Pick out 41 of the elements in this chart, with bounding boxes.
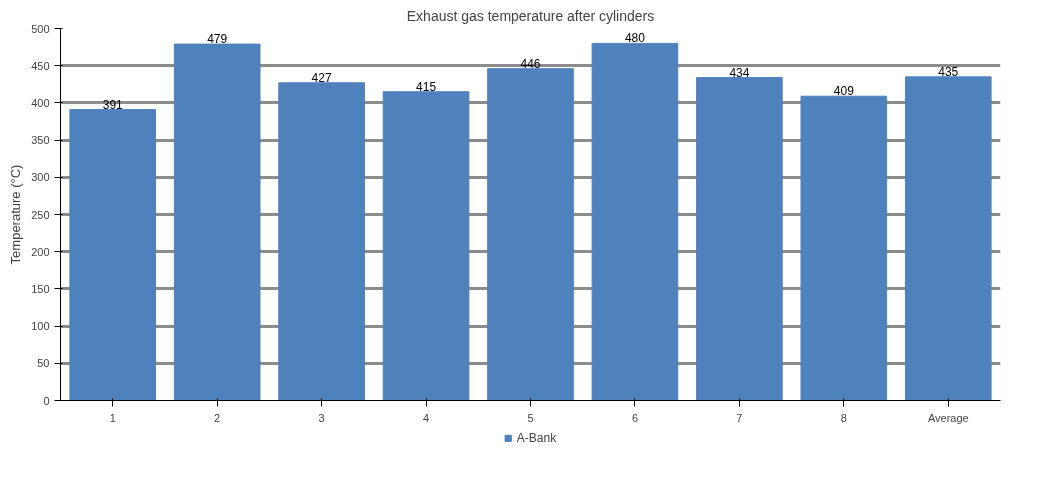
y-tick-label: 0	[43, 394, 50, 407]
y-tick-label: 100	[31, 320, 50, 333]
chart-title: Exhaust gas temperature after cylinders	[406, 7, 655, 24]
bar	[904, 76, 992, 401]
bar	[278, 82, 365, 401]
bar	[69, 109, 157, 401]
y-tick-label: 50	[37, 357, 50, 370]
x-tick-label: 4	[423, 411, 430, 424]
x-tick-label: 3	[318, 411, 325, 424]
y-axis-title: Temperature (°C)	[8, 164, 24, 265]
x-tick-label: 5	[527, 411, 534, 424]
x-tick-label: 8	[840, 411, 847, 424]
y-tick-label: 150	[31, 282, 50, 295]
y-tick-label: 300	[31, 171, 50, 184]
data-label: 480	[624, 31, 646, 46]
bar	[800, 95, 888, 401]
y-tick-label: 400	[31, 96, 50, 109]
bar	[173, 43, 261, 401]
legend-label: A-Bank	[516, 431, 557, 445]
x-tick-label: 7	[736, 411, 743, 424]
bar	[696, 77, 783, 401]
y-tick-label: 350	[31, 134, 50, 147]
x-tick-label: 2	[214, 411, 221, 424]
x-tick-label: 1	[109, 411, 116, 424]
bar	[382, 91, 470, 401]
data-label: 434	[729, 65, 750, 80]
bar	[591, 42, 679, 401]
x-tick-label: 6	[631, 411, 639, 424]
y-tick-label: 450	[31, 59, 50, 72]
y-tick-label: 500	[31, 22, 50, 35]
x-tick-label: Average	[927, 411, 969, 424]
data-label: 391	[102, 97, 124, 112]
data-label: 446	[520, 56, 541, 71]
y-tick-label: 200	[31, 245, 50, 258]
data-label: 415	[416, 79, 437, 94]
data-label: 409	[833, 84, 855, 99]
data-label: 479	[207, 32, 228, 47]
y-tick-label: 250	[31, 208, 50, 221]
data-label: 435	[938, 64, 959, 79]
bar	[487, 68, 574, 401]
data-label: 427	[311, 70, 332, 85]
